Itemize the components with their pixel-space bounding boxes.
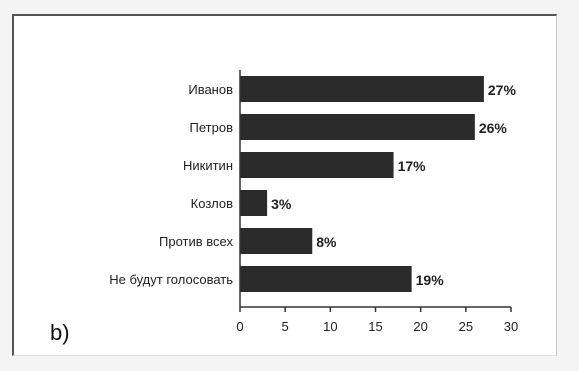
category-labels-group: Иванов Петров Никитин Козлов Против всех Не б… (109, 82, 233, 287)
bar-5 (240, 266, 412, 292)
category-label-1: Петров (190, 120, 234, 135)
bar-3 (240, 190, 268, 216)
bar-0 (240, 76, 484, 102)
panel-label: b) (50, 320, 70, 345)
x-tick-label-4: 20 (413, 319, 427, 334)
category-label-5: Не будут голосовать (109, 272, 233, 287)
category-label-4: Против всех (159, 234, 233, 249)
x-tick-label-6: 30 (504, 319, 518, 334)
x-tick-label-0: 0 (236, 319, 243, 334)
value-label-1: 26% (479, 120, 508, 136)
chart-frame (12, 14, 557, 356)
x-tick-label-1: 5 (282, 319, 289, 334)
bar-2 (240, 152, 394, 178)
x-tick-label-5: 25 (459, 319, 473, 334)
value-label-0: 27% (488, 82, 517, 98)
value-labels-group: 27% 26% 17% 3% 8% 19% (271, 82, 516, 288)
category-label-3: Козлов (191, 196, 233, 211)
value-label-2: 17% (398, 158, 427, 174)
x-tick-label-2: 10 (323, 319, 337, 334)
value-label-3: 3% (271, 196, 292, 212)
category-label-2: Никитин (183, 158, 233, 173)
x-tick-label-3: 15 (368, 319, 382, 334)
x-axis: 0 5 10 15 20 25 30 (236, 70, 518, 334)
value-label-4: 8% (316, 234, 337, 250)
category-label-0: Иванов (188, 82, 233, 97)
bars-group (240, 76, 484, 292)
bar-4 (240, 228, 313, 254)
value-label-5: 19% (416, 272, 445, 288)
bar-1 (240, 114, 475, 140)
